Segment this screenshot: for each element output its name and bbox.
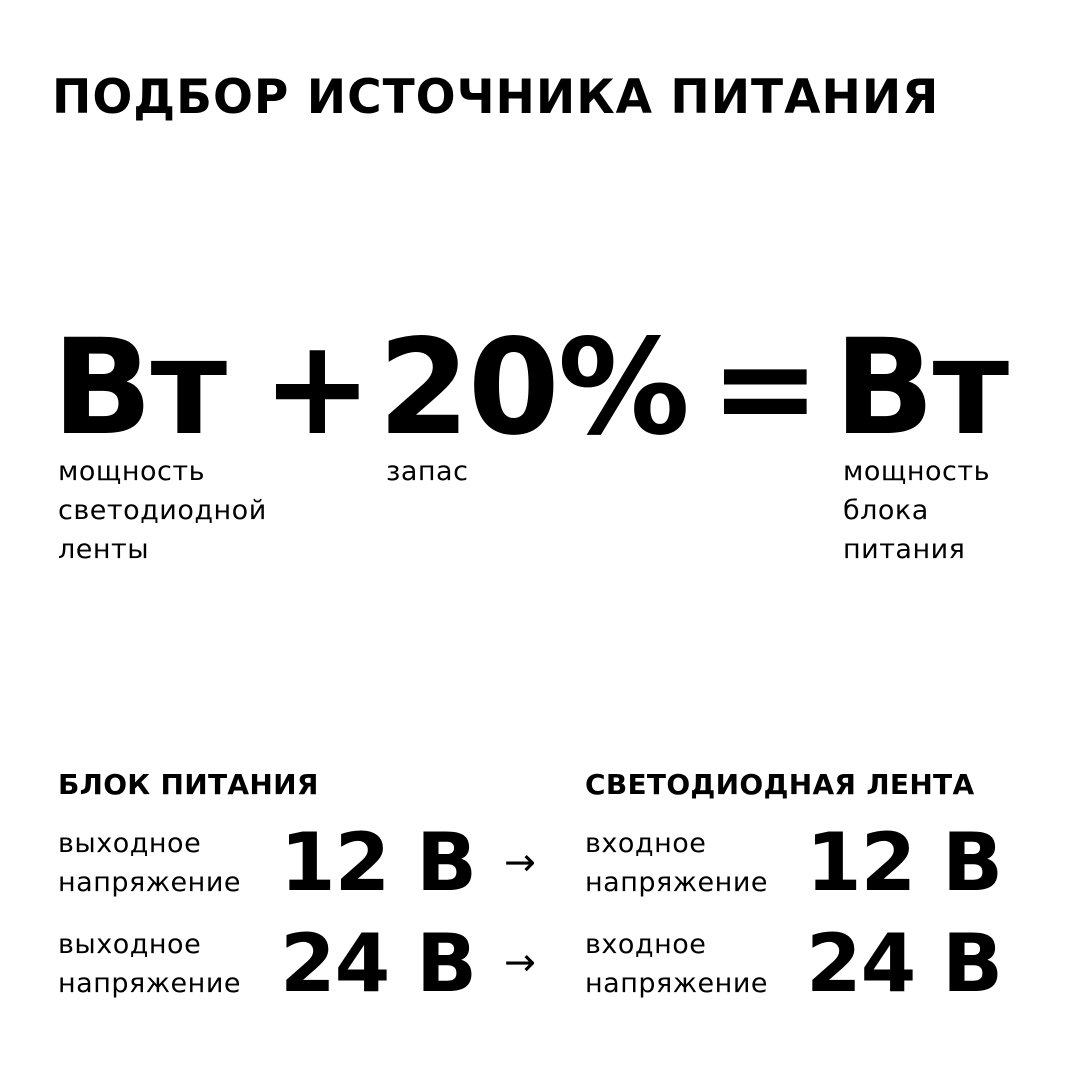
label-line: выходное xyxy=(58,929,202,960)
led-power-label: мощность светодиодной ленты xyxy=(58,452,267,569)
psu-row-1-value: 12 В xyxy=(280,816,477,909)
arrow-right-icon: → xyxy=(504,940,536,984)
arrow-right-icon: → xyxy=(504,840,536,884)
label-line: светодиодной xyxy=(58,495,267,526)
psu-row-2-value: 24 В xyxy=(280,917,477,1010)
formula-led-power: Вт xyxy=(52,311,227,465)
psu-power-label: мощность блока питания xyxy=(843,452,990,569)
label-line: питания xyxy=(843,534,966,565)
label-line: напряжение xyxy=(585,968,768,999)
psu-row-1-label: выходное напряжение xyxy=(58,824,241,902)
label-line: входное xyxy=(585,929,707,960)
reserve-label: запас xyxy=(386,452,468,491)
label-line: напряжение xyxy=(58,867,241,898)
formula-plus: + xyxy=(262,311,373,465)
led-row-2-value: 24 В xyxy=(806,917,1003,1010)
formula-equals: = xyxy=(710,311,821,465)
label-line: напряжение xyxy=(58,968,241,999)
label-line: напряжение xyxy=(585,867,768,898)
psu-heading: БЛОК ПИТАНИЯ xyxy=(58,768,319,801)
led-row-1-label: входное напряжение xyxy=(585,824,768,902)
label-line: входное xyxy=(585,828,707,859)
label-line: мощность xyxy=(843,456,990,487)
led-row-1-value: 12 В xyxy=(806,816,1003,909)
label-line: ленты xyxy=(58,534,150,565)
page-title: ПОДБОР ИСТОЧНИКА ПИТАНИЯ xyxy=(52,70,940,125)
psu-row-2-label: выходное напряжение xyxy=(58,925,241,1003)
formula-reserve: 20% xyxy=(378,311,690,465)
label-line: запас xyxy=(386,456,469,487)
led-strip-heading: СВЕТОДИОДНАЯ ЛЕНТА xyxy=(585,768,975,801)
label-line: блока xyxy=(843,495,929,526)
formula-psu-power: Вт xyxy=(834,311,1009,465)
label-line: выходное xyxy=(58,828,202,859)
label-line: мощность xyxy=(58,456,205,487)
led-row-2-label: входное напряжение xyxy=(585,925,768,1003)
